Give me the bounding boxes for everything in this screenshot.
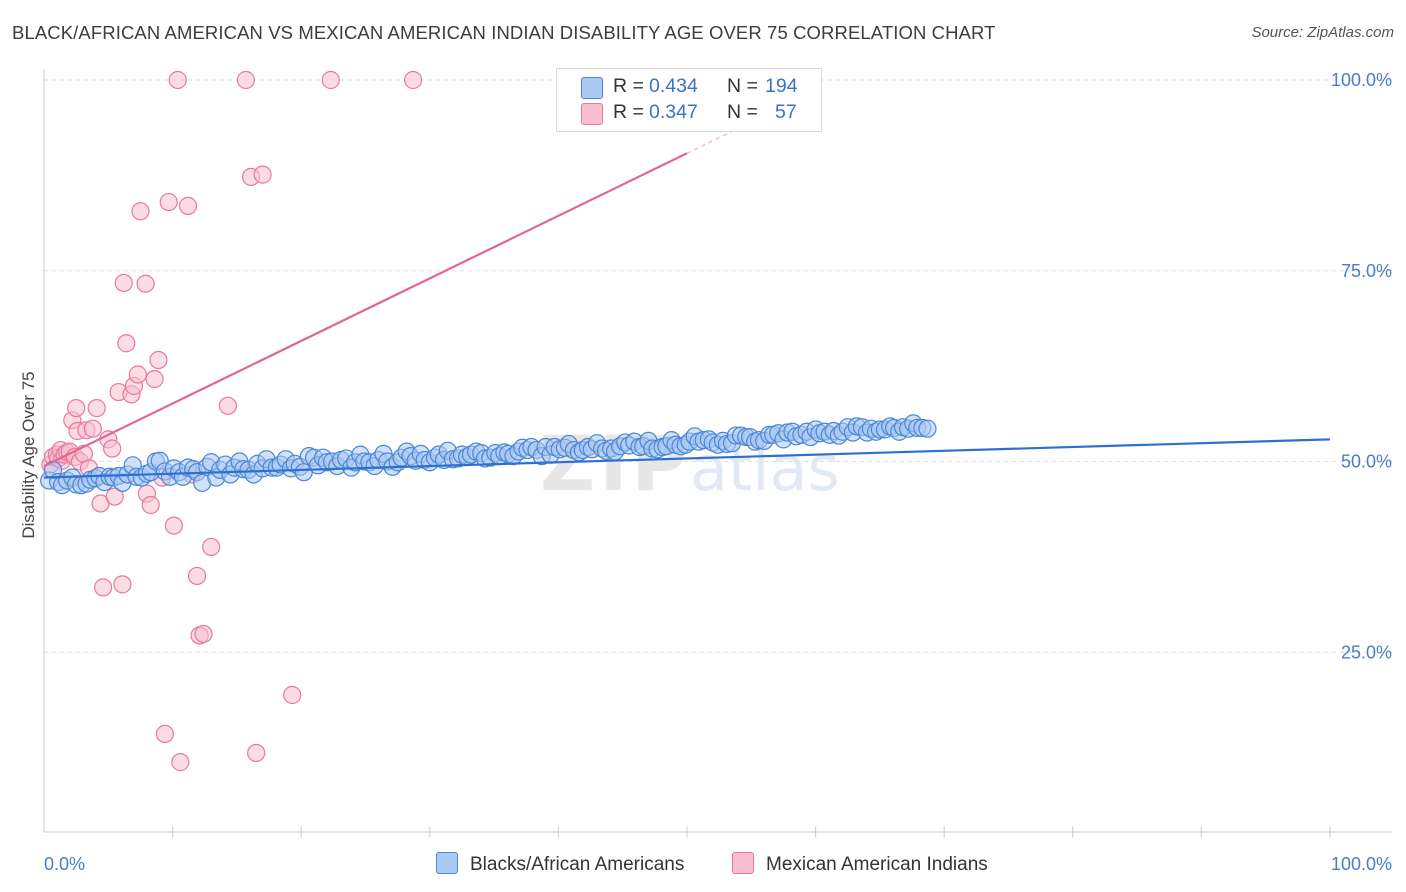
mexican-american-indian-point: [202, 537, 221, 557]
bottom-legend-blacks: Blacks/African Americans: [436, 852, 684, 878]
mexican-american-indian-point: [103, 439, 122, 458]
blue-swatch: [581, 77, 603, 99]
y-tick-label: 25.0%: [1341, 642, 1392, 662]
mexican-american-indian-point: [247, 743, 266, 763]
mexican-american-indian-point: [218, 396, 237, 415]
y-axis-label: Disability Age Over 75: [19, 371, 38, 538]
mexican-american-indian-point: [131, 202, 150, 221]
mexican-american-indian-point: [194, 624, 213, 644]
blue-swatch: [436, 852, 458, 874]
pink-swatch: [581, 103, 603, 125]
mexican-american-indian-point: [187, 566, 207, 586]
black-african-american-point: [918, 419, 937, 438]
mexican-trend-line: [43, 152, 688, 468]
mexican-american-indian-point: [136, 274, 155, 293]
mexican-american-indian-point: [236, 70, 256, 90]
x-tick-label-max: 100.0%: [1331, 854, 1392, 874]
legend-r-value: 0.434: [649, 75, 698, 97]
x-tick-marks: [172, 826, 1331, 838]
mexican-american-indian-point: [117, 334, 136, 353]
bottom-legend-label: Blacks/African Americans: [470, 854, 685, 875]
legend-n-value: 57: [775, 101, 797, 123]
mexican-american-indian-point: [283, 685, 302, 705]
mexican-american-indian-point: [114, 273, 133, 293]
mexican-american-indian-point: [145, 369, 164, 389]
mexican-american-indian-point: [171, 753, 190, 772]
mexican-american-indian-point: [149, 350, 168, 370]
mexican-american-indian-point: [155, 724, 174, 743]
legend-n-value: 194: [765, 75, 798, 97]
watermark: ZIP: [540, 419, 691, 508]
mexican-american-indian-point: [403, 70, 423, 90]
mexican-american-indian-point: [164, 516, 183, 535]
axes: [43, 70, 1392, 833]
pink-swatch: [732, 852, 754, 874]
mexican-american-indian-point: [87, 398, 106, 418]
source-label: Source: ZipAtlas.com: [1251, 24, 1394, 41]
mexican-american-indian-point: [321, 70, 340, 90]
legend-r-label: R =: [613, 101, 644, 123]
x-tick-label-min: 0.0%: [44, 854, 85, 874]
chart-title: BLACK/AFRICAN AMERICAN VS MEXICAN AMERIC…: [12, 22, 996, 43]
mexican-american-indian-point: [141, 495, 160, 515]
mexican-american-indian-point: [83, 419, 102, 438]
legend-n-label: N =: [727, 101, 758, 123]
legend-r-label: R =: [613, 75, 644, 97]
mexican-american-indian-point: [253, 165, 272, 184]
mexican-american-indian-point: [105, 487, 124, 506]
mexican-american-indian-point: [94, 578, 113, 597]
mexican-american-indians-points: [41, 70, 423, 772]
legend-n-label: N =: [727, 75, 758, 97]
legend-r-value: 0.347: [649, 101, 698, 123]
mexican-american-indian-point: [113, 575, 132, 594]
bottom-legend-mexican: Mexican American Indians: [732, 852, 988, 878]
bottom-legend-label: Mexican American Indians: [766, 854, 988, 875]
correlation-legend: R = 0.434 N = 194 R = 0.347 N = 57: [556, 68, 822, 132]
blacks-trend-line: [43, 438, 1331, 479]
y-tick-label: 100.0%: [1331, 70, 1392, 90]
mexican-american-indian-point: [67, 398, 86, 418]
mexican-american-indian-point: [168, 70, 187, 90]
mexican-american-indian-point: [128, 365, 147, 384]
mexican-american-indian-point: [159, 192, 178, 212]
gridlines: [44, 79, 1392, 653]
mexican-american-indian-point: [178, 196, 198, 215]
y-tick-label: 50.0%: [1341, 452, 1392, 472]
y-tick-label: 75.0%: [1341, 261, 1392, 281]
y-tick-labels: 25.0% 50.0% 75.0% 100.0%: [1331, 70, 1392, 662]
